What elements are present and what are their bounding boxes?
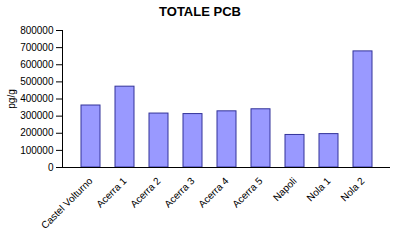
svg-text:100000: 100000 <box>20 145 54 156</box>
svg-text:300000: 300000 <box>20 110 54 121</box>
svg-text:200000: 200000 <box>20 127 54 138</box>
svg-text:Acerra 2: Acerra 2 <box>128 175 163 210</box>
svg-text:600000: 600000 <box>20 59 54 70</box>
svg-text:500000: 500000 <box>20 76 54 87</box>
svg-text:0: 0 <box>48 162 54 173</box>
svg-text:Nola 1: Nola 1 <box>304 175 333 204</box>
svg-text:Castel Volturno: Castel Volturno <box>39 175 95 231</box>
svg-text:400000: 400000 <box>20 93 54 104</box>
svg-text:Napoli: Napoli <box>271 175 299 203</box>
svg-text:700000: 700000 <box>20 42 54 53</box>
html-text:TOTALE PCB: TOTALE PCB <box>159 4 241 19</box>
svg-text:Acerra 5: Acerra 5 <box>230 175 265 210</box>
svg-text:Acerra 1: Acerra 1 <box>94 175 129 210</box>
svg-text:pg/g: pg/g <box>6 89 17 108</box>
svg-text:Acerra 4: Acerra 4 <box>196 175 231 210</box>
svg-text:800000: 800000 <box>20 25 54 36</box>
svg-text:Nola 2: Nola 2 <box>338 175 367 204</box>
svg-text:Acerra 3: Acerra 3 <box>162 175 197 210</box>
